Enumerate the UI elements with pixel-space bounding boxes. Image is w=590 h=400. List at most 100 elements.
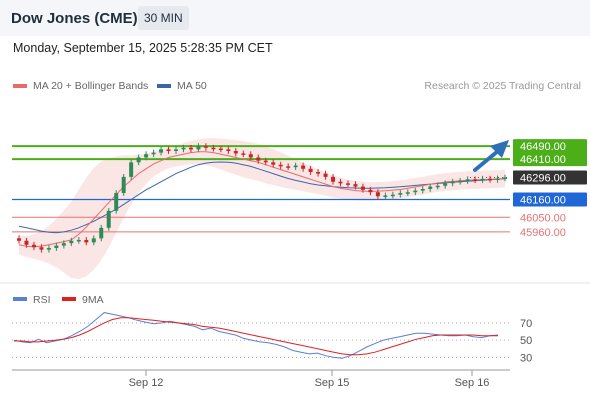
ma20-swatch xyxy=(13,84,27,89)
timestamp: Monday, September 15, 2025 5:28:35 PM CE… xyxy=(13,41,273,55)
level-label-2: 46296.00 xyxy=(520,173,566,185)
candle-body-43 xyxy=(338,181,343,184)
candle-body-3 xyxy=(39,247,44,250)
level-label-bg-3 xyxy=(513,192,587,207)
candle-body-27 xyxy=(218,148,223,151)
level-label-1: 46410.00 xyxy=(520,154,566,166)
candle-body-16 xyxy=(136,157,141,163)
rsi-line xyxy=(13,312,499,359)
candle-body-28 xyxy=(226,149,231,151)
candle-body-21 xyxy=(174,149,179,151)
candle-body-64 xyxy=(495,178,500,180)
level-label-3: 46160.00 xyxy=(520,195,566,207)
candle-body-59 xyxy=(458,180,463,183)
ma50-swatch xyxy=(157,84,171,89)
candle-body-7 xyxy=(69,240,74,244)
candle-body-22 xyxy=(181,147,186,150)
chart-header xyxy=(0,0,590,36)
candle-body-36 xyxy=(286,166,291,168)
rsi-tick-2: 30 xyxy=(520,352,532,364)
candle-body-12 xyxy=(106,210,111,228)
candle-body-33 xyxy=(263,160,268,163)
x-tick-label-0: Sep 12 xyxy=(129,377,164,389)
candle-body-4 xyxy=(46,248,51,250)
rsi-ma-legend-swatch xyxy=(62,297,76,301)
candle-body-58 xyxy=(450,181,455,184)
candle-body-23 xyxy=(188,147,193,150)
candle-body-15 xyxy=(129,162,134,177)
candle-body-47 xyxy=(368,189,373,193)
candle-body-63 xyxy=(488,178,493,181)
level-label-bg-1 xyxy=(513,152,587,167)
candle-body-57 xyxy=(443,183,448,186)
instrument-title: Dow Jones (CME) xyxy=(11,10,138,27)
bollinger-band xyxy=(19,138,505,280)
level-label-bg-2 xyxy=(513,170,587,185)
candle-body-51 xyxy=(398,193,403,195)
candle-body-30 xyxy=(241,153,246,155)
candle-body-61 xyxy=(473,179,478,181)
candle-body-6 xyxy=(61,243,66,246)
candle-body-29 xyxy=(233,150,238,154)
timeframe-button[interactable]: 30 MIN xyxy=(138,6,189,30)
candle-body-35 xyxy=(278,164,283,167)
candle-body-11 xyxy=(99,227,104,239)
candle-body-26 xyxy=(211,147,216,150)
level-label-0: 46490.00 xyxy=(520,141,566,153)
candle-body-19 xyxy=(159,149,164,153)
candle-body-1 xyxy=(24,240,29,245)
candle-body-0 xyxy=(17,238,21,241)
candle-body-55 xyxy=(428,186,433,189)
ma20-line xyxy=(18,151,506,248)
candle-body-2 xyxy=(31,244,36,248)
candle-body-46 xyxy=(360,186,365,190)
candle-body-8 xyxy=(76,239,81,242)
level-label-5: 45960.00 xyxy=(520,227,566,239)
candle-body-5 xyxy=(54,245,59,249)
candle-body-38 xyxy=(301,165,306,169)
candle-body-45 xyxy=(353,184,358,187)
legend-ma50: MA 50 xyxy=(157,80,207,92)
forecast-arrow-shaft xyxy=(473,149,500,172)
legend-ma50-label: MA 50 xyxy=(177,80,207,92)
candle-body-18 xyxy=(151,152,156,155)
rsi-legend-swatch xyxy=(13,297,27,301)
rsi-tick-1: 50 xyxy=(520,335,532,347)
rsi-tick-0: 70 xyxy=(520,318,532,330)
candle-body-54 xyxy=(420,189,425,191)
rsi-ma-line xyxy=(14,317,498,356)
x-tick-label-1: Sep 15 xyxy=(315,377,350,389)
x-tick-label-2: Sep 16 xyxy=(455,377,490,389)
candle-body-10 xyxy=(91,238,96,243)
candle-body-65 xyxy=(503,177,507,180)
candle-body-42 xyxy=(331,176,336,182)
level-label-bg-0 xyxy=(513,139,587,154)
candle-body-32 xyxy=(256,157,261,161)
legend-ma20: MA 20 + Bollinger Bands xyxy=(13,80,148,92)
candle-body-9 xyxy=(84,239,89,243)
forecast-arrow-head xyxy=(490,140,509,158)
candle-body-49 xyxy=(383,195,388,197)
candle-body-60 xyxy=(465,179,470,181)
candle-body-13 xyxy=(114,193,119,211)
candle-body-40 xyxy=(316,172,321,174)
candle-body-53 xyxy=(413,190,418,193)
candle-body-24 xyxy=(196,146,201,150)
candle-body-41 xyxy=(323,173,328,177)
candle-body-34 xyxy=(271,162,276,165)
candle-body-20 xyxy=(166,149,171,151)
research-credit: Research © 2025 Trading Central xyxy=(424,80,581,92)
candle-body-50 xyxy=(390,194,395,197)
candle-body-56 xyxy=(435,185,440,188)
level-label-4: 46050.00 xyxy=(520,212,566,224)
rsi-legend-label: RSI xyxy=(33,294,51,306)
candle-body-31 xyxy=(248,154,253,158)
candle-body-14 xyxy=(121,176,126,194)
candle-body-52 xyxy=(405,192,410,194)
legend-ma20-label: MA 20 + Bollinger Bands xyxy=(33,80,149,92)
candle-body-25 xyxy=(203,146,208,148)
candle-body-39 xyxy=(308,168,313,173)
candle-body-48 xyxy=(375,192,380,197)
ma50-line xyxy=(18,161,506,234)
